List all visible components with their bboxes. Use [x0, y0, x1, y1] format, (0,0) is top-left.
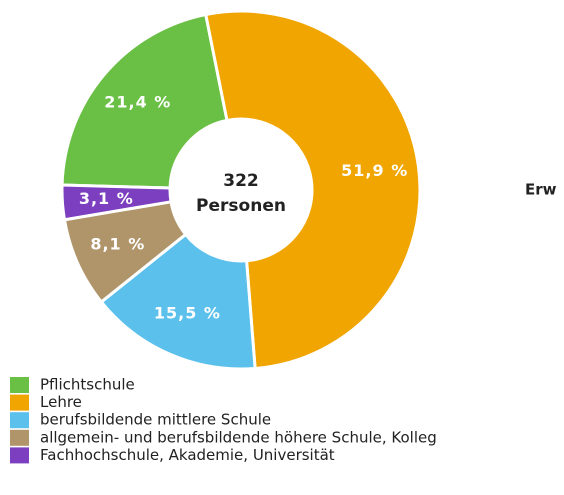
slice-label: 51,9 %: [341, 161, 408, 180]
legend-swatch: [10, 394, 29, 411]
slice-label: 21,4 %: [104, 93, 171, 112]
center-total: 322: [223, 171, 259, 191]
legend-text: allgemein- und berufsbildende höhere Sch…: [40, 428, 437, 446]
slice-label: 8,1 %: [90, 235, 145, 254]
legend-swatch: [10, 429, 29, 446]
center-label: Personen: [196, 196, 286, 216]
legend-text: Lehre: [40, 393, 82, 411]
annotation: Erw: [525, 181, 557, 199]
legend-text: berufsbildende mittlere Schule: [40, 411, 271, 429]
legend-text: Pflichtschule: [40, 376, 135, 394]
legend-swatch: [10, 377, 29, 393]
slice-label: 15,5 %: [154, 303, 221, 322]
donut-slice: [60, 12, 229, 190]
legend-swatch: [10, 412, 29, 429]
legend-text: Fachhochschule, Akademie, Universität: [40, 446, 335, 464]
slice-label: 3,1 %: [79, 189, 134, 208]
donut-slice: [203, 9, 422, 371]
donut-slice: [99, 232, 257, 371]
legend-swatch: [10, 447, 29, 464]
donut-slice: [60, 183, 173, 222]
